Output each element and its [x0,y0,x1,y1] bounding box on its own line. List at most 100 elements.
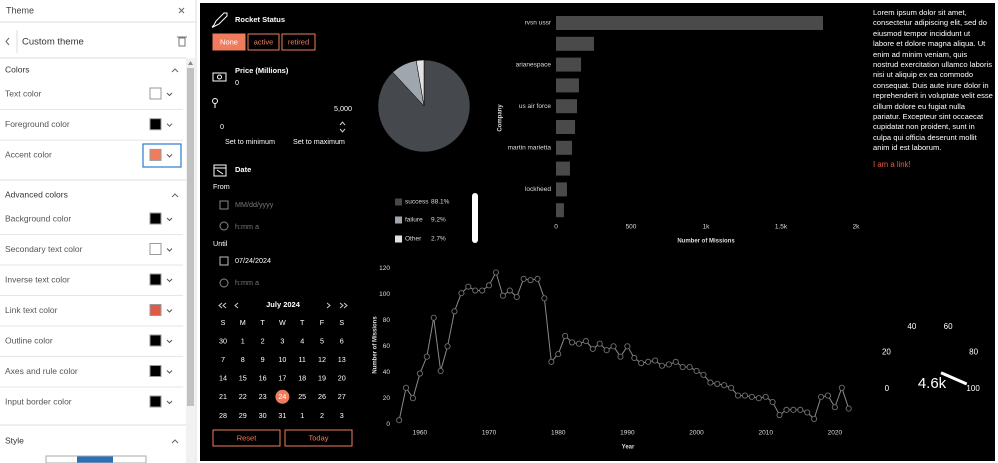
color-swatch[interactable] [149,395,162,408]
dropdown-chevron[interactable] [166,339,173,344]
point [845,405,852,412]
calendar-day[interactable]: 1 [241,336,245,345]
close-button[interactable] [178,7,185,14]
calendar-day[interactable]: 14 [219,374,227,383]
delete-button[interactable] [177,36,187,47]
point [769,399,776,406]
reset-button-box[interactable] [212,429,281,447]
calendar-day[interactable]: 12 [318,355,326,364]
style-select[interactable] [45,455,147,463]
until-time-input[interactable]: h:mm a [235,278,259,287]
calendar-day[interactable]: 25 [298,392,306,401]
slider-handle-icon[interactable] [212,98,218,109]
from-time-input[interactable]: h:mm a [235,222,259,231]
next-year[interactable] [339,302,348,309]
color-swatch[interactable] [149,365,162,377]
calendar-day[interactable]: 5 [320,336,324,345]
calendar-day[interactable]: 30 [259,411,267,420]
calendar-day[interactable]: 26 [318,392,326,401]
calendar-day[interactable]: 13 [338,355,346,364]
calendar-day[interactable]: 15 [239,374,247,383]
calendar-day[interactable]: 18 [298,374,306,383]
scrollbar-thumb[interactable] [187,68,194,406]
color-swatch[interactable] [149,87,162,100]
spinner[interactable] [339,121,346,133]
filter-button[interactable] [281,33,316,51]
calendar-day[interactable]: 31 [278,411,286,420]
today-button-box[interactable] [284,429,353,447]
back-button[interactable] [5,37,10,46]
legend-scrollbar[interactable] [472,193,478,243]
color-swatch[interactable] [149,304,162,316]
dropdown-chevron[interactable] [166,400,173,405]
prev-year[interactable] [218,302,227,309]
calendar-day[interactable]: 20 [338,374,346,383]
calendar-day[interactable]: 2 [261,336,265,345]
legend-swatch [395,198,402,206]
color-swatch[interactable] [149,243,162,255]
x-tick-label: 1980 [551,430,566,437]
calendar-day[interactable]: 27 [338,392,346,401]
dropdown-chevron[interactable] [166,92,173,97]
bar [556,36,594,51]
y-tick-label: 20 [383,395,391,402]
color-label: Accent color [5,150,52,160]
calendar-day[interactable]: 16 [259,374,267,383]
link[interactable]: I am a link! [873,160,911,169]
calendar-day[interactable]: 4 [300,336,304,345]
date-icon [219,256,229,266]
dropdown-chevron[interactable] [166,370,173,374]
calendar-day[interactable]: 17 [278,374,286,383]
calendar-day[interactable]: 8 [241,355,245,364]
color-swatch[interactable] [149,148,162,161]
color-swatch[interactable] [149,334,162,347]
calendar-day[interactable]: 11 [298,355,305,364]
dropdown-chevron[interactable] [166,217,173,222]
calendar-day[interactable]: 10 [278,355,286,364]
calendar-day[interactable]: 2 [320,411,324,420]
prev-month[interactable] [234,302,239,309]
calendar-day[interactable]: 9 [261,355,265,364]
until-date-input[interactable]: 07/24/2024 [235,256,271,265]
today-button[interactable]: Today [308,433,328,442]
set-max-button[interactable]: Set to maximum [293,137,345,146]
calendar-day[interactable]: 28 [219,411,227,420]
calendar-day[interactable]: 1 [300,411,304,420]
calendar-day[interactable]: 3 [280,336,284,345]
filter-button[interactable] [247,33,280,51]
section-title: Style [5,435,24,445]
from-date-input[interactable]: MM/dd/yyyy [235,200,274,209]
calendar-day[interactable]: 19 [318,374,326,383]
collapse-toggle[interactable] [171,439,179,444]
calendar-day[interactable]: 21 [219,392,227,401]
calendar-day[interactable]: 22 [239,392,247,401]
calendar-day[interactable]: 3 [340,411,344,420]
calendar-day[interactable]: 7 [221,355,225,364]
set-min-button[interactable]: Set to minimum [225,137,275,146]
dropdown-chevron[interactable] [166,123,173,127]
calendar-day[interactable]: 29 [239,411,247,420]
reset-button[interactable]: Reset [237,433,258,442]
dropdown-chevron[interactable] [166,278,173,283]
color-swatch[interactable] [149,118,162,131]
color-swatch[interactable] [149,212,162,225]
calendar-day[interactable]: 6 [340,336,344,345]
collapse-toggle[interactable] [171,193,179,198]
filter-button[interactable] [212,33,246,51]
point [534,275,541,282]
calendar-day[interactable]: 23 [259,392,267,401]
point [437,367,444,374]
sidebar [0,0,196,463]
calendar-day[interactable]: 24 [278,392,286,401]
dropdown-chevron[interactable] [166,154,173,158]
point [631,354,638,362]
dropdown-chevron[interactable] [166,248,173,252]
color-swatch[interactable] [149,273,162,286]
collapse-toggle[interactable] [171,68,179,73]
point [506,287,513,294]
next-month[interactable] [326,302,331,309]
dropdown-chevron[interactable] [166,309,173,313]
scroll-up[interactable] [188,61,193,65]
point [513,293,520,301]
calendar-day[interactable]: 30 [219,336,227,345]
